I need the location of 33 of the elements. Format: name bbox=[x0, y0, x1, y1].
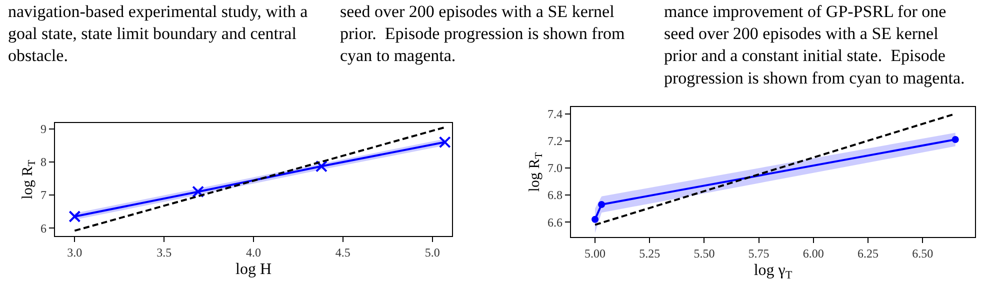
text: navigation-based experimental study, with a goal state, state limit boundary and central obstacle. bbox=[8, 2, 308, 66]
point bbox=[592, 216, 599, 223]
point bbox=[438, 136, 451, 148]
x-tick-label: 5.75 bbox=[748, 246, 770, 260]
x-tick-label: 5.25 bbox=[639, 246, 660, 260]
point bbox=[598, 201, 606, 208]
x-tick-label: 5.50 bbox=[694, 246, 715, 260]
x-tick-label: 6.25 bbox=[857, 246, 878, 260]
point bbox=[192, 186, 204, 198]
x-tick-label: 3.0 bbox=[67, 246, 82, 260]
x-tick-label: 4.5 bbox=[335, 246, 350, 260]
y-tick-label: 7.2 bbox=[548, 134, 562, 148]
y-tick-label: 9 bbox=[40, 122, 46, 136]
x-tick-label: 3.5 bbox=[156, 246, 172, 260]
x-axis-title: log γ$_{T}$ bbox=[754, 262, 792, 282]
y-tick-label: 7 bbox=[40, 188, 46, 202]
x-tick-label: 4.0 bbox=[246, 246, 261, 260]
x-tick-label: 6.50 bbox=[912, 246, 934, 260]
point bbox=[68, 210, 81, 223]
y-tick-label: 7.0 bbox=[548, 161, 562, 176]
x-axis-title: log H bbox=[236, 261, 272, 278]
text: seed over 200 episodes with a SE kernel prior. Episode progression is shown from cyan to magenta. bbox=[340, 2, 625, 66]
y-tick-label: 6.8 bbox=[548, 188, 562, 202]
x-tick-label: 5.0 bbox=[424, 246, 440, 260]
point bbox=[952, 136, 959, 143]
y-tick-label: 7.4 bbox=[548, 106, 562, 121]
y-tick-label: 6 bbox=[40, 221, 46, 236]
x-tick-label: 5.00 bbox=[584, 246, 606, 260]
point bbox=[315, 160, 328, 172]
text: mance improvement of GP-PSRL for one seed over 200 episodes with a SE kernel prior and a constant initial state. Episode progression is shown from cyan to magenta. bbox=[664, 2, 965, 88]
y-tick-label: 6.6 bbox=[548, 215, 562, 230]
y-tick-label: 8 bbox=[40, 155, 46, 170]
x-tick-label: 6.00 bbox=[802, 246, 824, 260]
